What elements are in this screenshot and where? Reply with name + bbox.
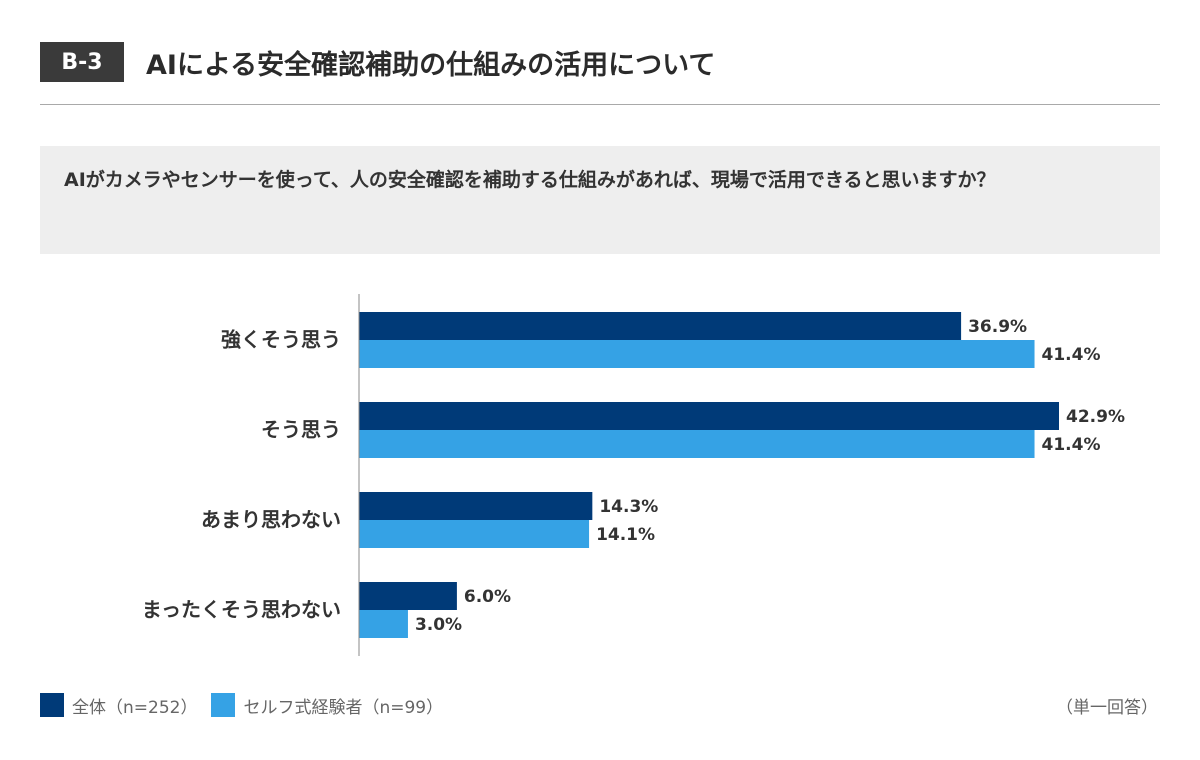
legend-label-self: セルフ式経験者（n=99） bbox=[243, 697, 444, 718]
legend-item-overall: 全体（n=252） bbox=[40, 693, 197, 718]
bar-overall bbox=[359, 492, 593, 520]
category-label: まったくそう思わない bbox=[142, 598, 341, 622]
data-label: 6.0% bbox=[464, 587, 511, 607]
data-label: 14.1% bbox=[596, 525, 655, 545]
title-divider bbox=[40, 104, 1160, 105]
bar-self bbox=[359, 610, 408, 638]
bar-overall bbox=[359, 312, 962, 340]
data-label: 42.9% bbox=[1066, 407, 1125, 427]
bar-overall bbox=[359, 402, 1059, 430]
category-label: 強くそう思う bbox=[221, 328, 341, 352]
legend-label-overall: 全体（n=252） bbox=[72, 697, 198, 718]
question-box: AIがカメラやセンサーを使って、人の安全確認を補助する仕組みがあれば、現場で活用… bbox=[40, 146, 1160, 254]
section-badge: B-3 bbox=[40, 42, 124, 82]
legend-swatch-self bbox=[211, 693, 236, 717]
category-label: あまり思わない bbox=[201, 508, 341, 532]
question-text: AIがカメラやセンサーを使って、人の安全確認を補助する仕組みがあれば、現場で活用… bbox=[64, 169, 996, 191]
data-label: 41.4% bbox=[1042, 435, 1101, 455]
bar-self bbox=[359, 340, 1035, 368]
category-label: そう思う bbox=[261, 418, 341, 442]
legend: 全体（n=252） セルフ式経験者（n=99） bbox=[40, 692, 443, 718]
data-label: 36.9% bbox=[968, 317, 1027, 337]
data-label: 14.3% bbox=[599, 497, 658, 517]
legend-item-self: セルフ式経験者（n=99） bbox=[211, 693, 443, 718]
page-title: AIによる安全確認補助の仕組みの活用について bbox=[146, 49, 716, 81]
data-label: 41.4% bbox=[1042, 345, 1101, 365]
answer-type-note: （単一回答） bbox=[1056, 697, 1158, 718]
bar-self bbox=[359, 430, 1035, 458]
bar-self bbox=[359, 520, 590, 548]
legend-swatch-overall bbox=[40, 693, 64, 717]
data-label: 3.0% bbox=[415, 615, 462, 635]
bar-overall bbox=[359, 582, 457, 610]
